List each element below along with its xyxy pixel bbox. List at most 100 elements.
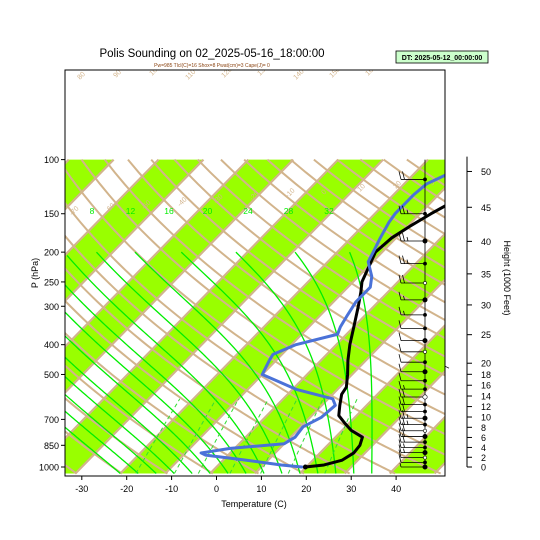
mixing-ratio-label: 24 xyxy=(243,206,253,216)
wind-barb-dot xyxy=(423,326,427,331)
x-tick-label: -20 xyxy=(120,484,133,494)
height-tick-label: 20 xyxy=(481,359,491,369)
wind-barb-flag xyxy=(403,385,405,390)
dry-adiabat xyxy=(65,201,442,475)
height-tick-label: 12 xyxy=(481,402,491,412)
wind-barb-dot xyxy=(422,464,428,470)
isotherm-line xyxy=(344,369,445,475)
isotherm-line xyxy=(65,158,160,257)
wind-barb-flag xyxy=(402,171,405,180)
wind-barb-flag xyxy=(398,274,402,284)
wind-barb-dot xyxy=(422,238,428,244)
pressure-tick-label: 200 xyxy=(44,248,59,258)
mixing-ratio-line xyxy=(287,398,324,474)
chart-title: Polis Sounding on 02_2025-05-16_18:00:00 xyxy=(99,48,324,60)
dry-adiabat xyxy=(65,364,214,475)
wind-barb-flag xyxy=(402,396,405,405)
dry-adiabat-label: 110 xyxy=(184,68,197,81)
wind-barb-dot xyxy=(422,450,428,456)
wind-barb-dot xyxy=(422,338,428,344)
y2-axis-label: Height (1000 Feet) xyxy=(502,240,512,315)
dry-adiabat xyxy=(65,234,396,475)
wind-barb-flag xyxy=(398,439,402,448)
wind-barb-flag xyxy=(402,434,405,443)
wind-barb-flag xyxy=(398,403,402,412)
wind-barb-flag xyxy=(406,420,409,425)
mixing-ratio-label: 12 xyxy=(126,206,136,216)
mixing-ratio-label: 20 xyxy=(203,206,213,216)
dt-box xyxy=(395,50,489,64)
wind-barb-flag xyxy=(398,396,402,405)
dry-adiabat xyxy=(65,331,260,475)
wind-barb-flag xyxy=(398,205,402,214)
dry-adiabat-label: 80 xyxy=(76,71,87,82)
wind-barb-flag xyxy=(398,332,402,341)
x-tick-label: 10 xyxy=(256,484,266,494)
isotherm-label: 10 xyxy=(356,183,367,194)
wind-barb-flag xyxy=(402,205,405,214)
dry-adiabat xyxy=(150,158,445,377)
isotherm-line xyxy=(119,158,429,475)
dry-adiabat xyxy=(173,158,445,358)
wind-barb-flag xyxy=(406,236,409,242)
height-tick-label: 6 xyxy=(481,433,486,443)
wind-barb-flag xyxy=(398,306,402,315)
isotherm-line xyxy=(65,158,295,395)
x-tick-label: 0 xyxy=(214,484,219,494)
height-tick-label: 14 xyxy=(481,391,491,401)
series-layer xyxy=(199,173,445,470)
height-tick-label: 30 xyxy=(481,300,491,310)
wind-barb-dot xyxy=(423,460,427,465)
wind-barb-dot xyxy=(423,445,427,450)
y-axis-label: P (hPa) xyxy=(30,258,40,288)
x-tick-label: 40 xyxy=(391,484,401,494)
wind-barb-dot xyxy=(423,312,427,317)
mixing-ratio-line xyxy=(229,398,269,474)
x-tick-label: 30 xyxy=(346,484,356,494)
wind-barb-flag xyxy=(398,232,402,242)
moist-adiabat xyxy=(235,251,337,474)
wind-barb-flag xyxy=(398,388,402,398)
temperature-line xyxy=(303,204,445,469)
wind-barb-flag xyxy=(403,448,405,453)
isotherm-label: -10 xyxy=(284,187,296,199)
wind-barb-flag xyxy=(402,428,405,437)
wind-barb-dot xyxy=(423,261,427,266)
mixing-ratio-line xyxy=(173,398,217,474)
wind-barb-flag xyxy=(398,434,402,443)
isotherm-line xyxy=(65,158,339,440)
wind-barb-dot xyxy=(422,394,428,400)
dewpoint-line xyxy=(199,173,445,469)
dry-adiabat xyxy=(243,158,445,304)
pressure-tick-label: 850 xyxy=(44,441,59,451)
height-tick-label: 8 xyxy=(481,423,486,433)
wind-barb-dot xyxy=(422,297,428,303)
wind-barb-dot xyxy=(422,369,428,375)
height-tick-label: 0 xyxy=(481,463,486,473)
dry-adiabat-label: 150 xyxy=(328,66,341,79)
isotherm-line xyxy=(65,158,205,303)
isotherm-line xyxy=(0,160,24,474)
wind-barb-flag xyxy=(398,354,402,363)
wind-barb-flag xyxy=(398,343,402,352)
wind-barb-flag xyxy=(398,444,402,453)
wind-barb-flag xyxy=(398,381,402,390)
plot-frame xyxy=(64,69,446,477)
height-tick-label: 4 xyxy=(481,443,486,453)
dry-adiabat xyxy=(127,158,445,396)
wind-barb-dot xyxy=(423,211,427,216)
chart-subtitle: Pw=985 Tlcl(C)=16 Shox=8 Pwat(cm)=3 Cape… xyxy=(154,63,270,69)
mixing-ratio-line xyxy=(197,398,240,474)
moist-adiabat xyxy=(65,375,175,474)
mixing-ratio-label: 8 xyxy=(90,206,95,216)
x-axis-label: Temperature (C) xyxy=(221,499,287,509)
dry-adiabat xyxy=(65,266,351,475)
wind-barb-dot xyxy=(423,409,427,414)
wind-barb-flag xyxy=(399,462,402,468)
height-tick-label: 16 xyxy=(481,381,491,391)
dry-adiabat xyxy=(65,396,169,475)
wind-barb-dot xyxy=(423,402,427,407)
height-tick-label: 50 xyxy=(481,167,491,177)
wind-barb-flag xyxy=(403,310,405,315)
dry-adiabat xyxy=(220,158,445,322)
